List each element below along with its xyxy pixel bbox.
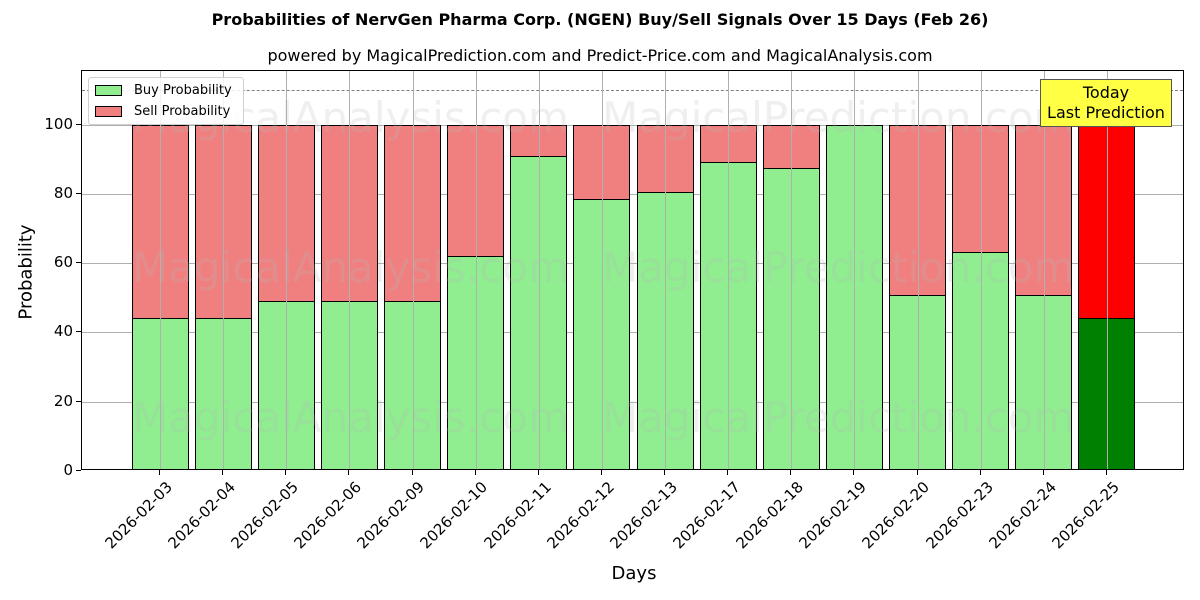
gridline-vertical (349, 71, 351, 469)
gridline-vertical (223, 71, 225, 469)
gridline-vertical (601, 71, 603, 469)
x-tick-mark (979, 470, 981, 475)
gridline-vertical (791, 71, 793, 469)
y-tick-label: 80 (53, 183, 73, 202)
x-tick-mark (916, 470, 918, 475)
x-tick-label: 2026-02-23 (922, 478, 997, 553)
y-tick-mark (76, 331, 81, 333)
gridline-horizontal (82, 124, 1183, 126)
gridline-horizontal (82, 193, 1183, 195)
y-tick-mark (76, 192, 81, 194)
gridline-vertical (980, 71, 982, 469)
x-tick-mark (1105, 470, 1107, 475)
today-annotation: Today Last Prediction (1040, 79, 1172, 127)
x-tick-label: 2026-02-25 (1048, 478, 1123, 553)
plot-area: MagicalAnalysis.com MagicalPrediction.com… (81, 70, 1184, 470)
y-tick-label: 100 (44, 114, 73, 133)
gridline-horizontal (82, 401, 1183, 403)
x-tick-mark (411, 470, 413, 475)
x-tick-label: 2026-02-17 (669, 478, 744, 553)
x-tick-label: 2026-02-04 (164, 478, 239, 553)
gridline-vertical (728, 71, 730, 469)
gridline-vertical (475, 71, 477, 469)
y-tick-mark (76, 262, 81, 264)
legend-label-buy: Buy Probability (134, 82, 232, 98)
x-axis-label: Days (611, 563, 657, 584)
gridline-vertical (854, 71, 856, 469)
x-tick-label: 2026-02-10 (417, 478, 492, 553)
gridline-vertical (286, 71, 288, 469)
y-tick-mark (76, 400, 81, 402)
y-tick-label: 0 (63, 461, 73, 479)
x-tick-mark (664, 470, 666, 475)
legend-item-sell: Sell Probability (95, 103, 230, 119)
x-tick-mark (600, 470, 602, 475)
gridline-vertical (1043, 71, 1045, 469)
y-tick-label: 60 (53, 253, 73, 272)
x-tick-mark (474, 470, 476, 475)
y-tick-label: 40 (53, 322, 73, 341)
y-tick-mark (76, 470, 81, 471)
gridline-vertical (665, 71, 667, 469)
x-tick-label: 2026-02-06 (290, 478, 366, 553)
x-tick-label: 2026-02-20 (858, 478, 934, 553)
gridline-vertical (1106, 71, 1108, 469)
y-tick-label: 20 (53, 391, 73, 410)
x-tick-mark (159, 470, 160, 475)
x-tick-mark (1042, 470, 1044, 475)
annotation-line-2: Last Prediction (1047, 103, 1165, 122)
x-tick-mark (285, 470, 287, 475)
x-tick-mark (853, 470, 855, 475)
x-tick-mark (222, 470, 224, 475)
gridline-horizontal (82, 332, 1183, 334)
buy-swatch-icon (95, 84, 122, 96)
y-tick-mark (76, 123, 81, 125)
x-tick-mark (537, 470, 539, 475)
annotation-line-1: Today (1082, 83, 1130, 102)
x-tick-label: 2026-02-18 (732, 478, 808, 553)
x-tick-label: 2026-02-19 (795, 478, 871, 553)
x-tick-label: 2026-02-05 (227, 478, 302, 553)
x-tick-mark (790, 470, 792, 475)
sell-swatch-icon (95, 105, 122, 117)
gridline-vertical (160, 71, 161, 469)
x-tick-mark (348, 470, 350, 475)
chart-subtitle: powered by MagicalPrediction.com and Pre… (267, 46, 933, 65)
chart-title: Probabilities of NervGen Pharma Corp. (N… (211, 10, 989, 29)
gridline-horizontal (82, 263, 1183, 265)
x-tick-label: 2026-02-11 (480, 478, 555, 553)
legend-label-sell: Sell Probability (134, 103, 231, 119)
gridline-vertical (917, 71, 919, 469)
gridline-vertical (412, 71, 414, 469)
x-tick-label: 2026-02-09 (353, 478, 429, 553)
x-tick-label: 2026-02-03 (101, 478, 176, 553)
reference-line (82, 90, 1183, 92)
x-tick-label: 2026-02-12 (543, 478, 618, 553)
y-axis-label: Probability (15, 224, 37, 320)
legend-item-buy: Buy Probability (95, 82, 232, 98)
gridline-vertical (538, 71, 540, 469)
x-tick-label: 2026-02-13 (606, 478, 681, 553)
x-tick-mark (727, 470, 729, 475)
legend: Buy Probability Sell Probability (88, 77, 244, 125)
